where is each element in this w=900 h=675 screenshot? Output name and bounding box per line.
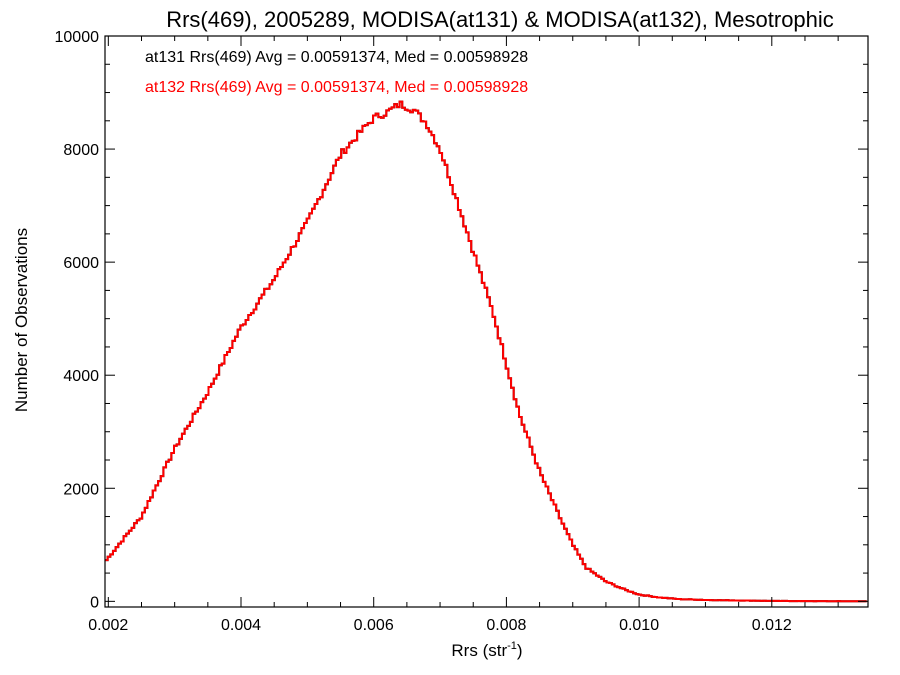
y-axis-label: Number of Observations xyxy=(12,228,31,412)
x-axis-label: Rrs (str-1) xyxy=(451,640,522,660)
series-layer xyxy=(105,100,867,603)
y-tick-label: 6000 xyxy=(63,255,99,272)
x-axis-label-main: Rrs (str xyxy=(451,641,507,660)
x-tick-label: 0.010 xyxy=(619,617,659,634)
x-tick-label: 0.004 xyxy=(221,617,261,634)
y-tick-label: 2000 xyxy=(63,481,99,498)
series-line-at132 xyxy=(105,100,867,603)
x-axis-label-close: ) xyxy=(517,641,523,660)
ticks-layer: 0.002 0.004 0.006 0.008 0.010 0.012 0 2000 4000 6… xyxy=(55,29,868,634)
chart-title: Rrs(469), 2005289, MODISA(at131) & MODIS… xyxy=(166,7,834,32)
x-axis-label-sup: -1 xyxy=(507,640,517,652)
annotation-at131: at131 Rrs(469) Avg = 0.00591374, Med = 0… xyxy=(145,49,528,66)
series-line-at131 xyxy=(105,100,867,603)
y-tick-label: 0 xyxy=(90,594,99,611)
x-tick-label: 0.012 xyxy=(752,617,792,634)
y-tick-label: 8000 xyxy=(63,142,99,159)
y-tick-label: 10000 xyxy=(55,29,100,46)
x-tick-label: 0.008 xyxy=(486,617,526,634)
plot-frame xyxy=(104,35,869,608)
x-tick-label: 0.006 xyxy=(354,617,394,634)
annotation-at132: at132 Rrs(469) Avg = 0.00591374, Med = 0… xyxy=(145,79,528,96)
x-tick-label: 0.002 xyxy=(88,617,128,634)
y-tick-label: 4000 xyxy=(63,368,99,385)
